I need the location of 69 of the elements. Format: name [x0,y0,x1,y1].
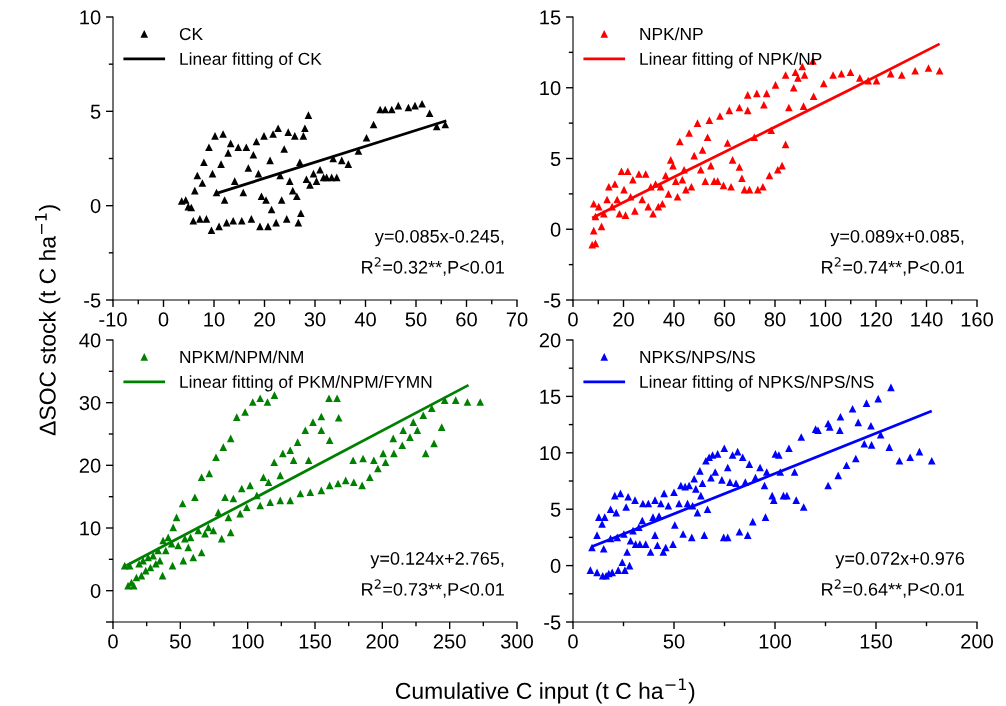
y-tick-label: 0 [550,222,561,237]
x-tick-label: 200 [366,634,399,649]
x-tick-label: 150 [860,634,893,649]
y-tick-label: 10 [80,521,101,536]
x-tick-label: 80 [764,312,786,327]
x-tick-label: 0 [158,312,169,327]
x-tick-label: 70 [506,312,528,327]
y-tick-label: 10 [540,80,561,96]
legend-label: CK [179,27,203,41]
y-axis-title: ΔSOC stock (t C ha$^{−1}$) [35,205,61,436]
y-tick-label: 40 [79,333,101,348]
annotation: y=0.124x+2.765, [370,552,504,569]
legend-label: Linear fitting of NPKS/NPS/NS [640,375,874,392]
annotation: y=0.072x+0.976 [835,552,965,569]
y-tick-label: -5 [544,615,561,630]
x-tick-label: 50 [169,634,191,649]
x-tick-label: 10 [204,312,225,327]
x-tick-label: 20 [254,312,275,327]
x-tick-label: 100 [810,312,842,327]
x-tick-label: 300 [500,634,534,649]
x-tick-label: 0 [568,634,578,649]
legend-label: Linear fitting of PKM/NPM/FYMN [180,375,432,392]
y-tick-label: 0 [90,583,101,599]
annotation: R$^{2}$=0.64**,P<0.01 [822,579,964,598]
annotation: y=0.085x-0.245, [374,229,504,247]
y-tick-label: 10 [80,10,101,25]
x-tick-label: 150 [299,634,332,649]
legend-label: NPK/NP [640,27,703,41]
line-series [590,42,942,220]
legend-label: NPKM/NPM/NM [180,350,303,364]
annotation: R$^{2}$=0.74**,P<0.01 [822,257,964,276]
legend-label: NPKS/NPS/NS [640,350,755,364]
y-tick-label: 0 [90,198,101,214]
y-tick-label: 20 [539,333,561,348]
x-tick-label: 160 [961,312,994,327]
annotation: R$^{2}$=0.73**,P<0.01 [362,579,504,598]
x-tick-label: 0 [108,634,118,649]
y-tick-label: 10 [540,446,561,461]
x-tick-label: 140 [911,312,943,327]
y-tick-label: 5 [550,502,561,517]
x-axis-title: Cumulative C input (t C ha$^{−1}$) [396,678,695,704]
y-tick-label: 0 [550,558,561,574]
legend-label: Linear fitting of NPK/NP [640,52,822,69]
x-tick-label: 100 [759,634,792,649]
x-tick-label: 100 [232,634,264,649]
y-tick-label: -5 [544,293,561,308]
x-tick-label: 60 [714,312,735,327]
x-tick-label: 60 [456,312,477,327]
legend-label: Linear fitting of CK [180,52,322,69]
x-tick-label: 20 [613,312,634,327]
y-tick-label: 15 [540,10,561,25]
y-tick-label: 5 [550,151,561,166]
annotation: y=0.089x+0.085, [830,229,964,247]
x-tick-label: 30 [304,312,326,327]
x-tick-label: -10 [99,312,127,327]
x-tick-label: 50 [405,312,427,327]
x-tick-label: 40 [354,312,376,327]
x-tick-label: 40 [663,312,685,327]
y-tick-label: 15 [540,389,561,404]
annotation: R$^{2}$=0.32**,P<0.01 [362,257,504,276]
x-tick-label: 250 [433,634,466,649]
y-tick-label: 20 [79,458,101,473]
x-tick-label: 200 [961,634,994,649]
y-tick-label: 5 [90,104,101,119]
x-tick-label: 50 [663,634,685,649]
x-tick-label: 120 [860,312,893,327]
x-tick-label: 0 [568,312,578,327]
y-tick-label: 30 [79,395,101,411]
y-tick-label: -5 [84,293,101,308]
